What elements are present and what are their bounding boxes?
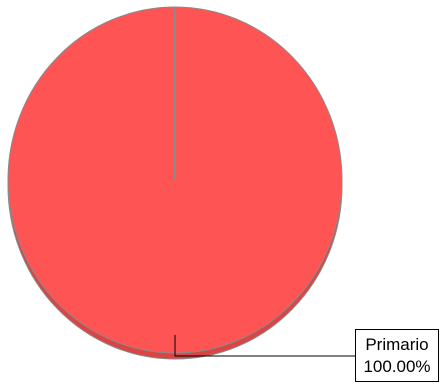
slice-label-primario: Primario bbox=[365, 334, 429, 354]
slice-callout-primario: Primario 100.00% bbox=[355, 329, 439, 382]
callout-leader-line bbox=[174, 335, 355, 357]
slice-percent-primario: 100.00% bbox=[363, 356, 431, 376]
